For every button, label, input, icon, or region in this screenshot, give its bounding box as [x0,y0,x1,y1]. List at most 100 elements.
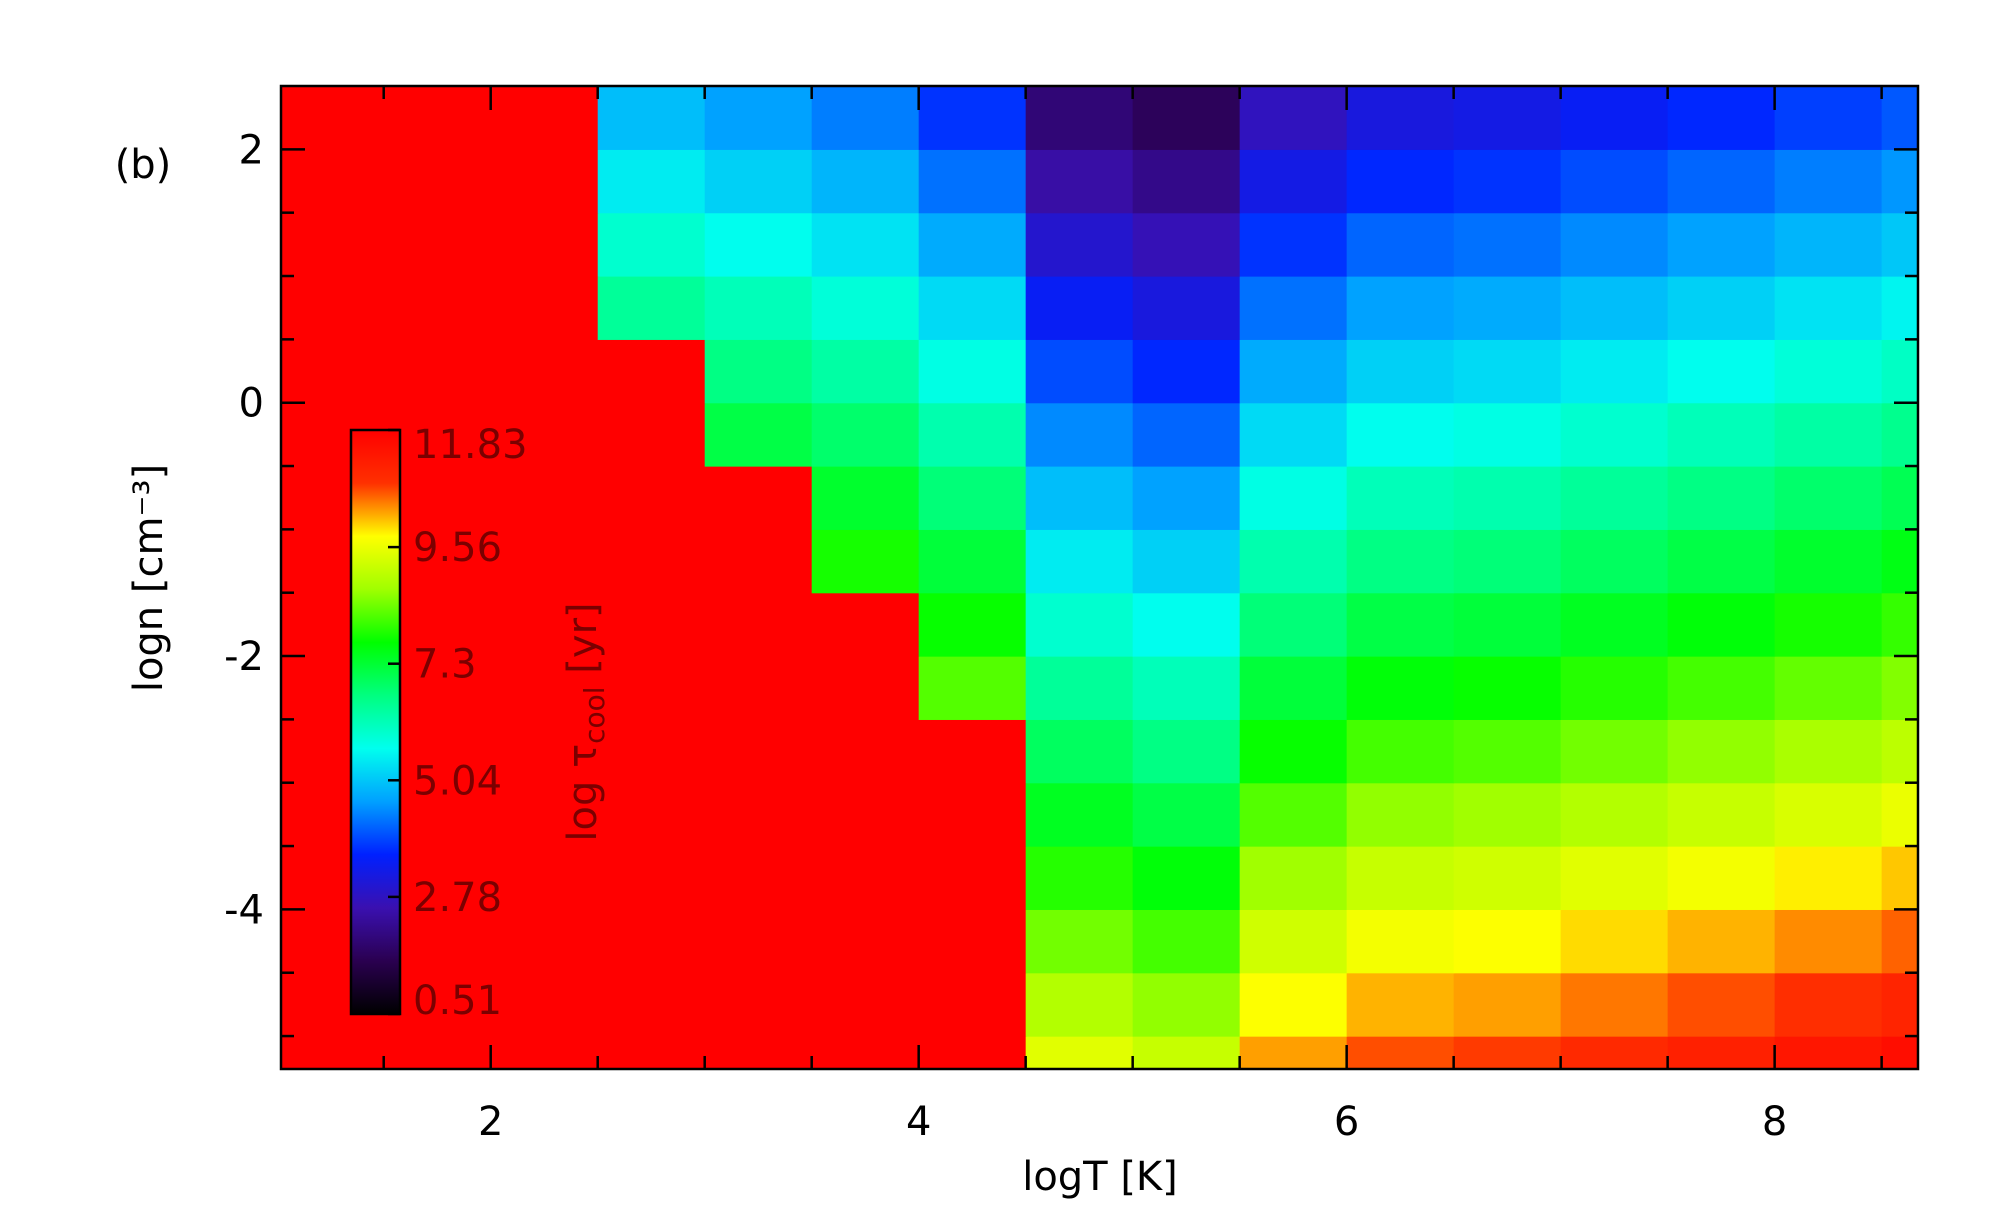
heatmap-cell [490,149,599,214]
heatmap-cell [1667,846,1776,910]
heatmap-cell [597,529,706,594]
heatmap-cell [597,1036,706,1069]
heatmap-cell [1560,782,1669,847]
heatmap-cell [1453,86,1562,150]
heatmap-cell [1453,909,1562,974]
heatmap-cell [490,466,599,530]
heatmap-cell [704,782,813,847]
heatmap-cell [1239,719,1348,784]
heatmap-cell [1774,466,1883,530]
heatmap-cell [1132,86,1241,150]
colorbar-label-subscript: cool [578,686,611,743]
heatmap-cell [1132,909,1241,974]
heatmap-cell [1346,402,1455,467]
heatmap-cell [383,212,492,277]
heatmap-cell [1025,592,1134,657]
heatmap-cell [1132,846,1241,910]
heatmap-cell [490,529,599,594]
heatmap-cell [597,909,706,974]
heatmap-cell [1774,656,1883,720]
heatmap-cell [1453,656,1562,720]
heatmap-cell [704,846,813,910]
heatmap-cell [1239,212,1348,277]
heatmap-cell [383,1036,492,1069]
heatmap-cell [490,782,599,847]
heatmap-cell [490,972,599,1037]
heatmap-cell [1774,592,1883,657]
heatmap-cell [1453,972,1562,1037]
heatmap-cell [1560,656,1669,720]
heatmap-cell [1560,909,1669,974]
heatmap-cell [1132,1036,1241,1069]
heatmap-cell [1881,846,1918,910]
heatmap-cell [1025,972,1134,1037]
heatmap-cell [1239,592,1348,657]
heatmap-cell [1346,276,1455,340]
heatmap-cell [1560,402,1669,467]
heatmap-cell [811,656,920,720]
heatmap-cell [1025,212,1134,277]
heatmap-cell [1560,719,1669,784]
heatmap-cell [704,149,813,214]
heatmap-cell [811,719,920,784]
heatmap-cell [383,466,492,530]
heatmap-cell [1774,402,1883,467]
x-tick-label: 8 [1762,1099,1787,1145]
heatmap-cell [1560,212,1669,277]
heatmap-cell [597,592,706,657]
colorbar-tick-label: 2.78 [413,875,502,921]
heatmap-cell [1667,276,1776,340]
heatmap-cell [1560,529,1669,594]
heatmap-cell [1453,466,1562,530]
heatmap-cell [1346,212,1455,277]
heatmap-cell [1453,149,1562,214]
heatmap-cell [1774,276,1883,340]
x-tick-label: 6 [1334,1099,1359,1145]
heatmap-cell [1346,339,1455,404]
heatmap-cell [918,402,1027,467]
heatmap-cell [918,972,1027,1037]
heatmap-cell [1774,719,1883,784]
y-tick-label: -4 [224,887,264,933]
heatmap-cell [704,972,813,1037]
heatmap-cell [918,339,1027,404]
heatmap-cell [597,402,706,467]
heatmap-cell [811,782,920,847]
heatmap-cell [1025,149,1134,214]
heatmap-cell [1239,86,1348,150]
heatmap-cell [704,402,813,467]
heatmap-cell [1132,592,1241,657]
heatmap-cell [1132,782,1241,847]
colorbar-tick-label: 11.83 [413,422,528,468]
heatmap-cell [1453,402,1562,467]
heatmap-cell [1667,149,1776,214]
heatmap-cell [1774,339,1883,404]
heatmap-cell [1667,339,1776,404]
heatmap-cell [490,909,599,974]
heatmap-cell [383,86,492,150]
heatmap-cell [1025,909,1134,974]
heatmap-cell [383,149,492,214]
heatmap-cell [704,656,813,720]
heatmap-cell [1560,276,1669,340]
heatmap-cell [1239,846,1348,910]
heatmap-cell [1239,529,1348,594]
heatmap-cell [1346,149,1455,214]
heatmap-cell [597,212,706,277]
heatmap-cell [1346,782,1455,847]
x-tick-label: 4 [906,1099,931,1145]
heatmap-cell [811,86,920,150]
heatmap-cell [597,972,706,1037]
heatmap-cell [1881,1036,1918,1069]
heatmap-cell [1025,276,1134,340]
heatmap-cell [490,276,599,340]
heatmap-cell [1881,656,1918,720]
heatmap-cell [281,339,385,404]
heatmap-cell [1025,529,1134,594]
heatmap-cell [1560,339,1669,404]
colorbar-tick-label: 0.51 [413,978,502,1024]
heatmap-cell [811,466,920,530]
heatmap-cell [597,466,706,530]
heatmap-cell [490,402,599,467]
